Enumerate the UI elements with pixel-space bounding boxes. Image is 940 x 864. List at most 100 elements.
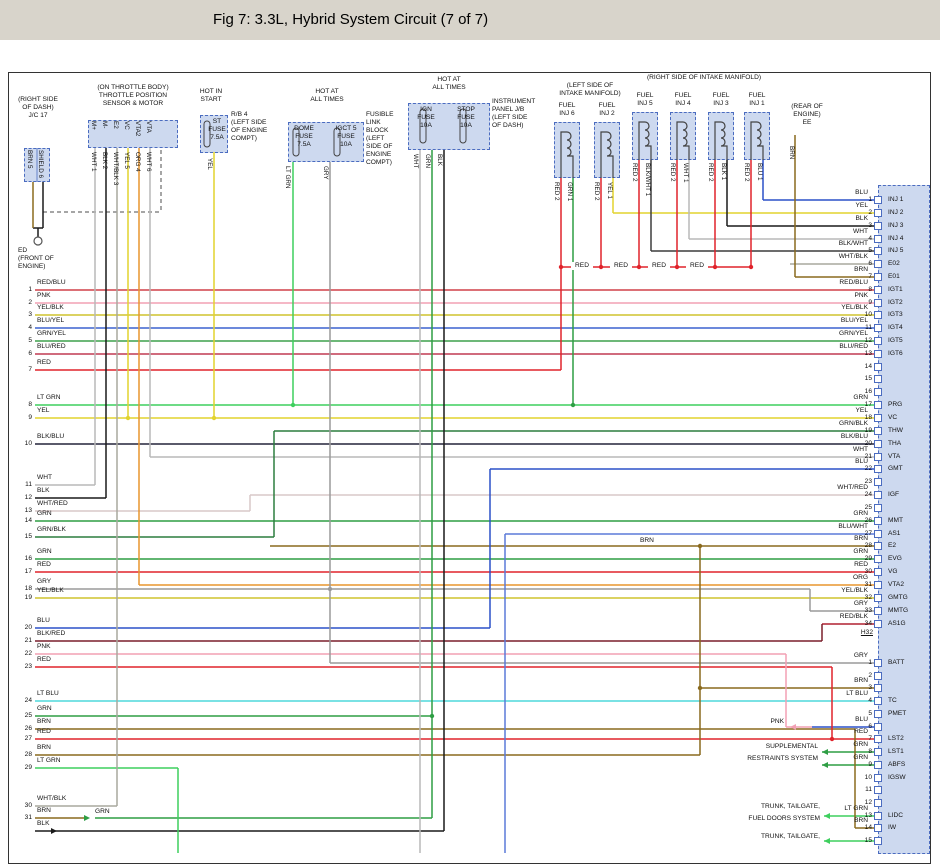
rotated-wire-label: BLU 1 xyxy=(756,163,763,181)
row-color-label: YEL/BLK xyxy=(37,587,64,594)
row-color-label: RED/BLU xyxy=(37,279,66,286)
row-color-label: RED xyxy=(37,561,51,568)
wire-inline-label: RED xyxy=(648,262,670,270)
ecm-a-pin-notch xyxy=(874,196,882,204)
ecm-b-pin-name: LST2 xyxy=(888,735,904,742)
ecm-a-pin-name: E02 xyxy=(888,260,900,267)
ecm-a-pin-number: 16 xyxy=(864,388,872,395)
ecm-a-wire-label: BLU xyxy=(855,458,868,465)
ecm-a-pin-name: VTA xyxy=(888,453,901,460)
ecm-a-wire-label: BLK/WHT xyxy=(838,240,868,247)
ecm-b-pin-number: 14 xyxy=(864,824,872,831)
junction-dot xyxy=(327,586,333,592)
ecm-a-pin-name: INJ 2 xyxy=(888,209,904,216)
row-number: 11 xyxy=(25,481,32,488)
ecm-b-pin-notch xyxy=(874,786,882,794)
row-color-label: GRY xyxy=(37,578,52,585)
ecm-a-pin-notch xyxy=(874,247,882,255)
wire-inline-label: TRUNK, TAILGATE, xyxy=(761,803,820,810)
ecm-b-wire-label: LT GRN xyxy=(844,805,868,812)
ecm-a-pin-notch xyxy=(874,350,882,358)
ecm-a-wire-label: BRN xyxy=(854,535,868,542)
component-label: HOT IN START xyxy=(199,88,223,103)
row-color-label: PNK xyxy=(37,643,51,650)
ecm-a-pin-name: IGT4 xyxy=(888,324,903,331)
ecm-b-pin-name: TC xyxy=(888,697,897,704)
ecm-a-wire-label: YEL xyxy=(855,202,868,209)
ecm-b-pin-notch xyxy=(874,824,882,832)
component-box xyxy=(288,122,364,162)
row-number: 1 xyxy=(28,286,32,293)
component-label: FUEL INJ 6 xyxy=(558,102,576,117)
component-label: FUEL INJ 3 xyxy=(712,92,730,107)
wire-inline-label: RED xyxy=(686,262,708,270)
junction-dot xyxy=(697,685,703,691)
component-box xyxy=(744,112,770,160)
row-color-label: WHT xyxy=(37,474,53,481)
row-number: 14 xyxy=(24,517,32,524)
row-number: 22 xyxy=(24,650,32,657)
ecm-a-pin-notch xyxy=(874,607,882,615)
ecm-a-pin-name: GMT xyxy=(888,465,903,472)
row-color-label: GRN/BLK xyxy=(37,526,66,533)
junction-dot xyxy=(570,402,576,408)
ecm-a-wire-label: RED xyxy=(854,561,868,568)
ecm-a-pin-name: VTA2 xyxy=(888,581,905,588)
ecm-b-pin-notch xyxy=(874,812,882,820)
row-number: 8 xyxy=(28,401,32,408)
ecm-b-wire-label: BLU xyxy=(855,716,868,723)
rotated-wire-label: YEL 1 xyxy=(606,182,613,199)
rotated-wire-label: VC xyxy=(123,121,130,130)
rotated-wire-label: RED 2 xyxy=(743,163,750,182)
row-number: 17 xyxy=(24,568,32,575)
ecm-a-wire-label: ORG xyxy=(852,574,868,581)
rotated-wire-label: BRN xyxy=(788,146,795,160)
row-color-label: BLK xyxy=(37,820,50,827)
component-box xyxy=(670,112,696,160)
ecm-a-pin-number: 34 xyxy=(864,620,872,627)
component-label: IGN FUSE 10A xyxy=(417,106,435,129)
component-label: FUEL INJ 5 xyxy=(636,92,654,107)
row-color-label: BRN xyxy=(37,718,51,725)
ecm-b-pin-number: 1 xyxy=(868,659,872,666)
row-color-label: BLU/RED xyxy=(37,343,66,350)
ecm-a-pin-number: 24 xyxy=(864,491,872,498)
ecm-a-wire-label: GRY xyxy=(853,600,868,607)
ecm-b-pin-notch xyxy=(874,710,882,718)
junction-dot xyxy=(748,264,754,270)
row-number: 16 xyxy=(24,555,32,562)
ecm-a-pin-notch xyxy=(874,273,882,281)
ecm-b-pin-notch xyxy=(874,837,882,845)
rotated-wire-label: RED 2 xyxy=(707,163,714,182)
ecm-a-pin-notch xyxy=(874,555,882,563)
ecm-a-pin-notch xyxy=(874,363,882,371)
row-color-label: RED xyxy=(37,656,51,663)
ecm-a-pin-notch xyxy=(874,299,882,307)
ecm-b-pin-notch xyxy=(874,761,882,769)
component-label: FUEL INJ 1 xyxy=(748,92,766,107)
ecm-b-pin-notch xyxy=(874,723,882,731)
component-label: HOT AT ALL TIMES xyxy=(432,76,466,91)
component-label: FUSIBLE LINK BLOCK (LEFT SIDE OF ENGINE … xyxy=(366,111,394,166)
ecm-a-pin-notch xyxy=(874,440,882,448)
ecm-a-wire-label: BLK xyxy=(855,215,868,222)
component-label: R/B 4 (LEFT SIDE OF ENGINE COMPT) xyxy=(231,111,268,142)
ecm-a-pin-notch xyxy=(874,375,882,383)
ecm-b-wire-label: GRN xyxy=(853,741,868,748)
row-color-label: LT BLU xyxy=(37,690,59,697)
arrowhead xyxy=(822,762,828,768)
row-number: 24 xyxy=(24,697,32,704)
ecm-a-pin-name: INJ 5 xyxy=(888,247,904,254)
ecm-connector-box xyxy=(878,185,930,854)
rotated-wire-label: BLK 2 xyxy=(101,152,108,170)
ecm-a-pin-name: IGT6 xyxy=(888,350,903,357)
rotated-wire-label: RED 2 xyxy=(631,163,638,182)
ecm-b-pin-number: 12 xyxy=(864,799,872,806)
ecm-a-pin-name: INJ 3 xyxy=(888,222,904,229)
rotated-wire-label: E2 xyxy=(112,121,119,129)
row-number: 31 xyxy=(24,814,32,821)
ecm-b-pin-name: IW xyxy=(888,824,897,831)
ecm-a-wire-label: YEL/BLK xyxy=(841,587,868,594)
row-number: 19 xyxy=(24,594,32,601)
ecm-b-pin-notch xyxy=(874,799,882,807)
